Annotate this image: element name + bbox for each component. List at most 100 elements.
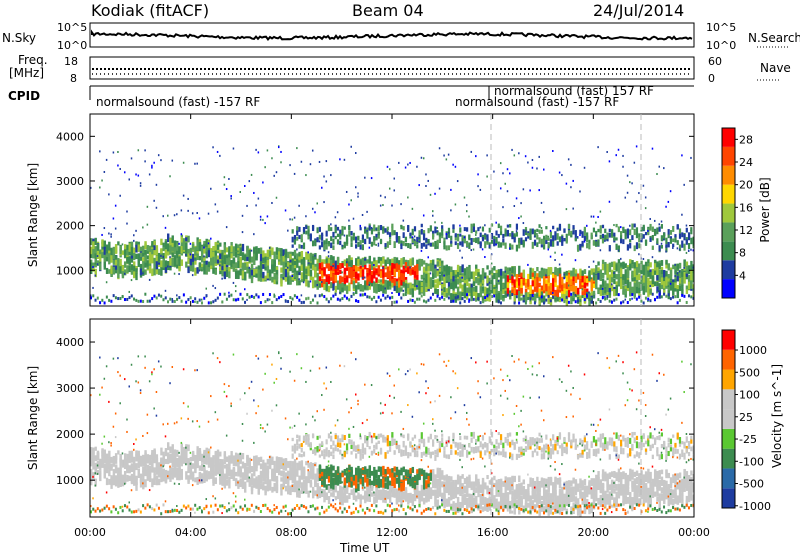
power-cell bbox=[615, 224, 617, 227]
power-cell bbox=[106, 281, 108, 283]
velocity-cell bbox=[113, 358, 115, 360]
noise-right-tick-bottom: 10^0 bbox=[706, 39, 736, 52]
power-cell bbox=[423, 214, 425, 216]
power-cell bbox=[104, 258, 106, 262]
power-cell bbox=[140, 253, 142, 258]
velocity-cell bbox=[350, 489, 352, 495]
power-cell bbox=[303, 301, 305, 304]
power-cell bbox=[502, 172, 504, 174]
velocity-cell bbox=[328, 486, 330, 490]
velocity-cell bbox=[160, 366, 162, 368]
power-cell bbox=[563, 228, 565, 232]
power-cell bbox=[561, 236, 563, 243]
velocity-cell bbox=[224, 474, 226, 482]
power-cell bbox=[545, 274, 547, 276]
power-cell bbox=[480, 292, 482, 297]
power-cell bbox=[371, 177, 373, 179]
power-cell bbox=[391, 224, 393, 228]
power-cell bbox=[355, 237, 357, 240]
velocity-cell bbox=[194, 512, 196, 514]
velocity-cell bbox=[176, 421, 178, 423]
power-cell bbox=[604, 235, 606, 240]
power-cell bbox=[575, 300, 577, 303]
power-cell bbox=[158, 260, 160, 262]
velocity-cell bbox=[294, 507, 296, 510]
power-cell bbox=[659, 245, 661, 251]
power-cell bbox=[627, 267, 629, 274]
velocity-cell bbox=[317, 473, 319, 482]
velocity-cell bbox=[212, 478, 214, 483]
power-cell bbox=[373, 281, 375, 283]
power-cell bbox=[280, 161, 282, 163]
velocity-cell bbox=[224, 506, 226, 509]
velocity-cell bbox=[138, 381, 140, 383]
power-cell bbox=[260, 267, 262, 272]
power-cell bbox=[230, 245, 232, 252]
power-cell bbox=[627, 228, 629, 234]
power-cell bbox=[686, 225, 688, 227]
power-colorbar-tick-label: 24 bbox=[739, 156, 753, 169]
velocity-cell bbox=[344, 478, 346, 486]
power-cell bbox=[369, 284, 371, 286]
power-cell bbox=[457, 243, 459, 249]
power-cell bbox=[686, 252, 688, 254]
velocity-cell bbox=[201, 455, 203, 462]
power-cell bbox=[471, 284, 473, 288]
velocity-cell bbox=[135, 478, 137, 485]
power-cell bbox=[545, 235, 547, 240]
velocity-cell bbox=[326, 492, 328, 496]
power-cell bbox=[683, 272, 685, 278]
velocity-cell bbox=[106, 454, 108, 459]
velocity-cell bbox=[350, 407, 352, 409]
velocity-cell bbox=[228, 502, 230, 504]
power-cell bbox=[269, 293, 271, 296]
power-cell bbox=[495, 237, 497, 243]
power-cell bbox=[548, 238, 550, 241]
power-cell bbox=[330, 282, 332, 288]
power-cell bbox=[172, 300, 174, 303]
power-cell bbox=[570, 279, 572, 285]
velocity-cell bbox=[289, 486, 291, 493]
power-cell bbox=[174, 240, 176, 247]
power-cell bbox=[602, 279, 604, 288]
velocity-cell bbox=[285, 510, 287, 512]
power-cell bbox=[233, 298, 235, 301]
power-cell bbox=[396, 263, 398, 272]
power-cell bbox=[339, 299, 341, 302]
power-cell bbox=[339, 241, 341, 245]
velocity-cell bbox=[294, 448, 296, 453]
velocity-cell bbox=[144, 459, 146, 464]
power-cell bbox=[579, 299, 581, 302]
velocity-cell bbox=[239, 478, 241, 487]
power-cell bbox=[380, 271, 382, 278]
power-cell bbox=[563, 277, 565, 279]
velocity-cell bbox=[301, 454, 303, 457]
power-cell bbox=[615, 245, 617, 247]
power-cell bbox=[330, 243, 332, 249]
power-cell bbox=[133, 240, 135, 242]
velocity-cell bbox=[169, 510, 171, 513]
power-cell bbox=[369, 296, 371, 299]
velocity-cell bbox=[339, 502, 341, 504]
power-cell bbox=[423, 243, 425, 247]
power-cell bbox=[550, 256, 552, 258]
velocity-cell bbox=[262, 427, 264, 429]
velocity-cell bbox=[330, 481, 332, 489]
power-cell bbox=[153, 295, 155, 298]
power-cell bbox=[117, 264, 119, 270]
power-cell bbox=[394, 241, 396, 247]
power-cell bbox=[427, 277, 429, 282]
power-cell bbox=[502, 206, 504, 208]
power-cell bbox=[459, 277, 461, 283]
power-cell bbox=[532, 273, 534, 277]
power-cell bbox=[566, 208, 568, 210]
velocity-cell bbox=[162, 423, 164, 425]
power-cell bbox=[326, 263, 328, 268]
power-cell bbox=[534, 294, 536, 301]
power-cell bbox=[550, 243, 552, 247]
power-cell bbox=[595, 278, 597, 286]
power-cell bbox=[258, 151, 260, 153]
power-ytick-label: 3000 bbox=[56, 175, 84, 188]
velocity-cell bbox=[206, 505, 208, 508]
